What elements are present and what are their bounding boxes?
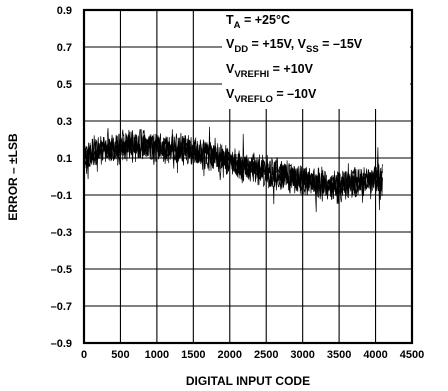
y-tick-label: 0.1 [57, 153, 72, 165]
annotation-line: TA = +25°C [226, 13, 290, 31]
series-layer [83, 126, 383, 213]
plot-frame [82, 8, 414, 345]
x-tick-label: 500 [111, 349, 129, 361]
y-tick-labels: 0.9 0.7 0.5 0.3 0.1 –0.1 –0.3 –0.5 –0.7 –0.9 [51, 5, 72, 350]
x-tick-labels: 0 500 1000 1500 2000 2500 3000 3500 4000 4500 [81, 349, 424, 361]
y-tick-label: 0.7 [57, 42, 72, 54]
x-tick-label: 4000 [363, 349, 387, 361]
y-axis-title: ERROR – ±LSB [6, 133, 20, 221]
x-tick-label: 2000 [218, 349, 242, 361]
x-tick-label: 4500 [400, 349, 424, 361]
y-tick-label: –0.5 [51, 264, 72, 276]
annotation-line: VDD = +15V, VSS = –15V [226, 37, 363, 55]
y-tick-label: 0.9 [57, 5, 72, 17]
y-tick-label: 0.5 [57, 79, 72, 91]
x-axis-title: DIGITAL INPUT CODE [186, 374, 310, 388]
annotation-box [222, 11, 410, 109]
x-tick-label: 3000 [290, 349, 314, 361]
y-tick-label: 0.3 [57, 116, 72, 128]
x-tick-label: 3500 [327, 349, 351, 361]
y-tick-label: –0.1 [51, 190, 72, 202]
y-tick-label: –0.9 [51, 338, 72, 350]
error-trace [83, 128, 383, 197]
y-tick-label: –0.3 [51, 227, 72, 239]
x-tick-label: 1000 [145, 349, 169, 361]
x-tick-label: 0 [81, 349, 87, 361]
y-tick-label: –0.7 [51, 301, 72, 313]
annotation-line: VVREFLO = –10V [226, 87, 317, 105]
annotations: TA = +25°C VDD = +15V, VSS = –15V VVREFHI … [226, 13, 363, 105]
x-tick-label: 1500 [181, 349, 205, 361]
x-tick-label: 2500 [254, 349, 278, 361]
annotation-line: VVREFHI = +10V [226, 62, 314, 80]
